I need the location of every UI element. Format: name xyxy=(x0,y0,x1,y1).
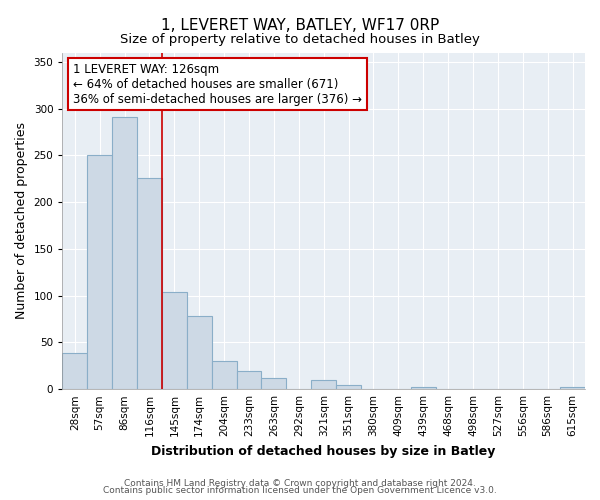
Bar xyxy=(162,292,187,389)
Text: Contains HM Land Registry data © Crown copyright and database right 2024.: Contains HM Land Registry data © Crown c… xyxy=(124,478,476,488)
Bar xyxy=(62,352,87,389)
Bar xyxy=(187,316,212,389)
X-axis label: Distribution of detached houses by size in Batley: Distribution of detached houses by size … xyxy=(151,444,496,458)
Bar xyxy=(137,178,162,389)
Bar xyxy=(560,388,585,389)
Bar xyxy=(236,372,262,389)
Bar xyxy=(212,361,236,389)
Text: 1, LEVERET WAY, BATLEY, WF17 0RP: 1, LEVERET WAY, BATLEY, WF17 0RP xyxy=(161,18,439,32)
Bar xyxy=(411,388,436,389)
Bar xyxy=(112,117,137,389)
Text: Size of property relative to detached houses in Batley: Size of property relative to detached ho… xyxy=(120,32,480,46)
Text: Contains public sector information licensed under the Open Government Licence v3: Contains public sector information licen… xyxy=(103,486,497,495)
Bar xyxy=(311,380,336,389)
Bar xyxy=(262,378,286,389)
Text: 1 LEVERET WAY: 126sqm
← 64% of detached houses are smaller (671)
36% of semi-det: 1 LEVERET WAY: 126sqm ← 64% of detached … xyxy=(73,62,362,106)
Bar xyxy=(336,386,361,389)
Bar xyxy=(87,156,112,389)
Y-axis label: Number of detached properties: Number of detached properties xyxy=(15,122,28,320)
